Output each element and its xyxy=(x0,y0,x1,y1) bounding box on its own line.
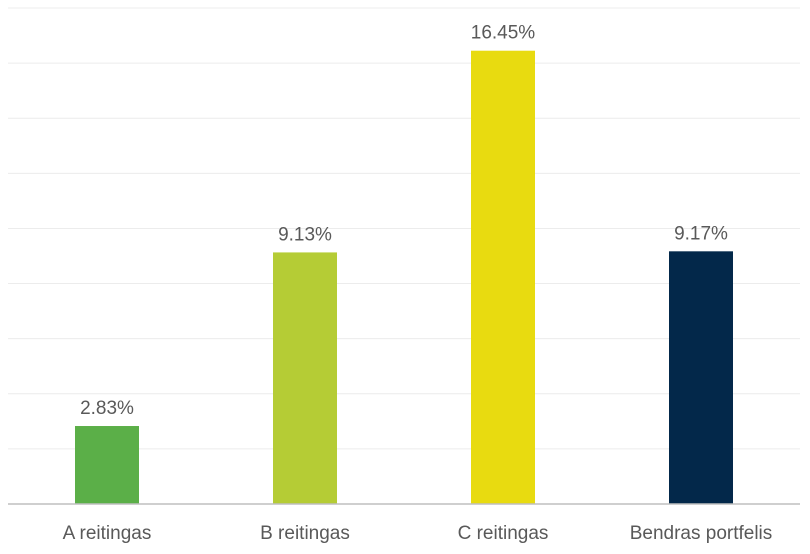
x-tick-label: Bendras portfelis xyxy=(630,523,773,544)
x-tick-label: B reitingas xyxy=(260,523,350,544)
data-label: 2.83% xyxy=(80,398,134,419)
data-label: 9.13% xyxy=(278,224,332,245)
data-label: 9.17% xyxy=(674,223,728,244)
x-tick-label: A reitingas xyxy=(63,523,152,544)
bar xyxy=(669,251,733,504)
x-axis-labels: A reitingas B reitingas C reitingas Bendras… xyxy=(63,523,773,544)
value-labels: 2.83% 9.13% 16.45% 9.17% xyxy=(80,23,728,419)
bars xyxy=(75,50,733,504)
bar xyxy=(75,426,139,504)
bar xyxy=(471,50,535,504)
gridlines xyxy=(8,7,800,450)
data-label: 16.45% xyxy=(471,23,536,44)
bar xyxy=(273,252,337,504)
x-tick-label: C reitingas xyxy=(458,523,549,544)
